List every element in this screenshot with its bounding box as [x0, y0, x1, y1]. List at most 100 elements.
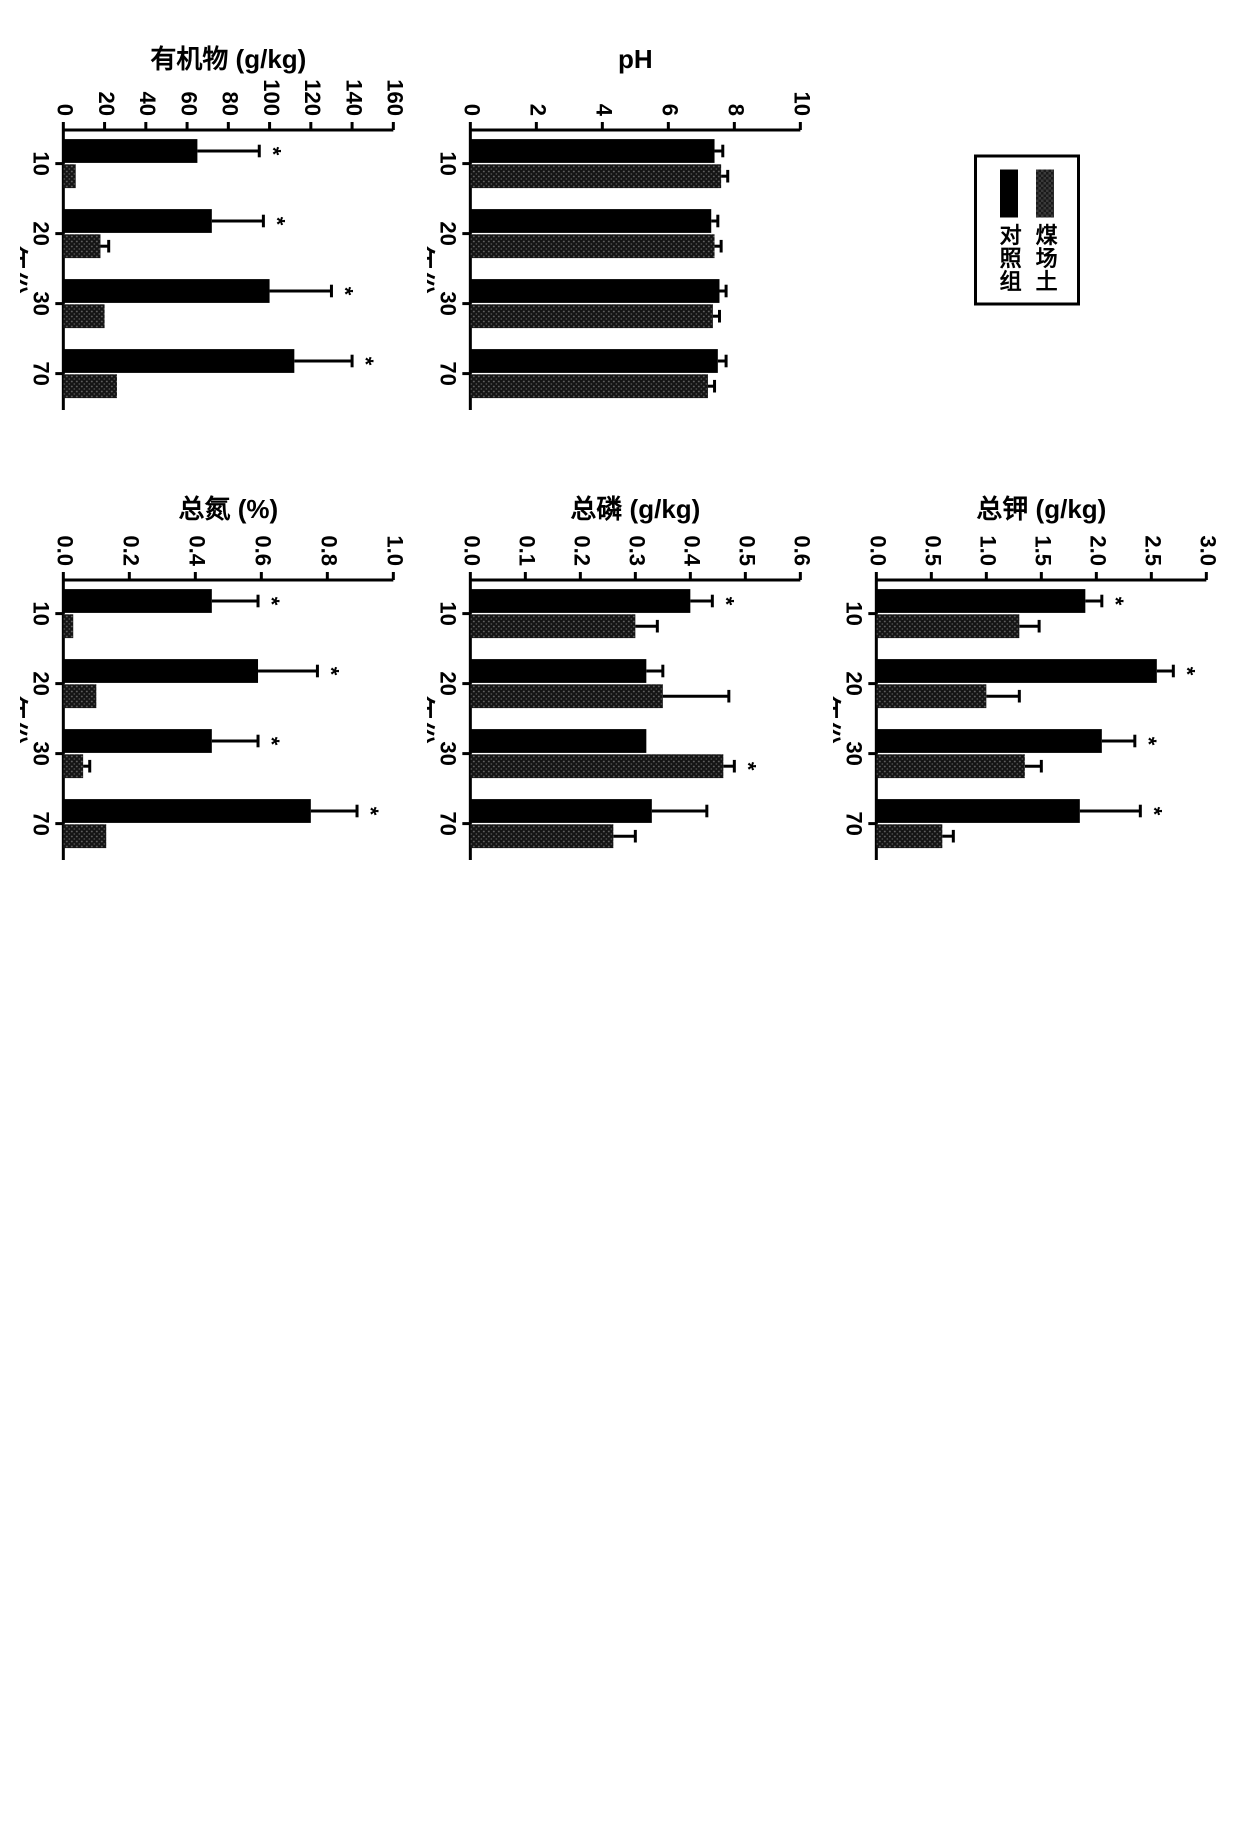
- panel-potassium: 0.00.51.01.52.02.53.0总钾 (g/kg)10203070年份…: [833, 470, 1220, 890]
- y-tick-label: 160: [383, 79, 407, 116]
- x-tick-label: 70: [435, 811, 460, 835]
- bar-coal: [63, 304, 104, 328]
- legend-item: 煤场土: [1029, 170, 1061, 293]
- y-tick-label: 0.0: [459, 535, 484, 566]
- bar-coal: [470, 164, 721, 188]
- bar-coal: [63, 824, 106, 848]
- x-axis-title: 年份: [427, 244, 436, 296]
- y-tick-label: 80: [218, 92, 243, 116]
- x-axis-title: 年份: [20, 694, 29, 746]
- sig-marker: *: [264, 217, 289, 226]
- bar-coal: [63, 614, 73, 638]
- y-tick-label: 0.4: [679, 535, 704, 566]
- bar-control: [470, 799, 652, 823]
- y-axis-title: 总磷 (g/kg): [570, 494, 700, 524]
- x-tick-label: 30: [28, 741, 53, 765]
- panel-organic: 020406080100120140160有机物 (g/kg)10203070年…: [20, 20, 407, 440]
- bar-coal: [877, 754, 1026, 778]
- x-tick-label: 30: [28, 291, 53, 315]
- y-tick-label: 140: [341, 79, 366, 116]
- bar-control: [63, 589, 212, 613]
- bar-coal: [63, 234, 100, 258]
- bar-coal: [877, 684, 987, 708]
- y-tick-label: 0.6: [251, 535, 276, 566]
- bar-coal: [470, 304, 713, 328]
- panel-phosphorus: 0.00.10.20.30.40.50.6总磷 (g/kg)10203070年份…: [427, 470, 814, 890]
- y-tick-label: 10: [789, 92, 813, 116]
- x-tick-label: 20: [435, 221, 460, 245]
- bar-coal: [877, 824, 943, 848]
- y-tick-label: 0.2: [569, 535, 594, 566]
- x-axis-title: 年份: [427, 694, 436, 746]
- x-axis-title: 年份: [20, 244, 29, 296]
- x-tick-label: 70: [28, 811, 53, 835]
- bar-control: [63, 659, 258, 683]
- bar-coal: [63, 684, 96, 708]
- y-tick-label: 0.3: [624, 535, 649, 566]
- sig-marker: *: [1142, 807, 1167, 816]
- x-tick-label: 30: [842, 741, 867, 765]
- y-tick-label: 1.0: [976, 535, 1001, 566]
- x-tick-label: 10: [435, 151, 460, 175]
- y-tick-label: 2: [525, 104, 550, 116]
- bar-control: [63, 279, 269, 303]
- y-tick-label: 0.0: [866, 535, 891, 566]
- sig-marker: *: [318, 667, 343, 676]
- y-tick-label: 0.5: [921, 535, 946, 566]
- bar-control: [63, 209, 212, 233]
- bar-control: [470, 589, 690, 613]
- y-tick-label: 0.4: [185, 535, 210, 566]
- y-tick-label: 100: [259, 79, 284, 116]
- bar-control: [877, 799, 1081, 823]
- bar-coal: [470, 824, 613, 848]
- sig-marker: *: [1136, 737, 1161, 746]
- bar-control: [877, 729, 1103, 753]
- y-tick-label: 20: [94, 92, 119, 116]
- sig-marker: *: [259, 737, 284, 746]
- y-tick-label: 0.1: [514, 535, 539, 566]
- x-tick-label: 70: [435, 361, 460, 385]
- y-tick-label: 2.5: [1141, 535, 1166, 566]
- x-tick-label: 10: [28, 601, 53, 625]
- y-tick-label: 0: [459, 104, 484, 116]
- x-tick-label: 10: [28, 151, 53, 175]
- panel-nitrogen: 0.00.20.40.60.81.0总氮 (%)10203070年份****: [20, 470, 407, 890]
- sig-marker: *: [259, 597, 284, 606]
- bar-control: [877, 659, 1158, 683]
- chart-potassium: 0.00.51.01.52.02.53.0总钾 (g/kg)10203070年份…: [833, 470, 1220, 890]
- sig-marker: *: [260, 147, 285, 156]
- y-tick-label: 0.0: [53, 535, 78, 566]
- bar-coal: [877, 614, 1020, 638]
- bar-control: [470, 209, 711, 233]
- bar-coal: [63, 164, 75, 188]
- chart-ph: 0246810pH10203070年份: [427, 20, 814, 440]
- x-tick-label: 70: [842, 811, 867, 835]
- sig-marker: *: [1175, 667, 1200, 676]
- x-tick-label: 70: [28, 361, 53, 385]
- bar-control: [63, 799, 311, 823]
- y-tick-label: 1.5: [1031, 535, 1056, 566]
- bar-coal: [470, 234, 714, 258]
- figure-grid: 020406080100120140160有机物 (g/kg)10203070年…: [20, 20, 1220, 890]
- x-tick-label: 20: [435, 671, 460, 695]
- y-tick-label: 0.5: [734, 535, 759, 566]
- bar-control: [470, 729, 646, 753]
- x-tick-label: 20: [28, 221, 53, 245]
- bar-coal: [470, 614, 635, 638]
- y-tick-label: 1.0: [383, 535, 407, 566]
- y-tick-label: 3.0: [1196, 535, 1220, 566]
- x-tick-label: 10: [842, 601, 867, 625]
- bar-control: [470, 659, 646, 683]
- y-tick-label: 2.0: [1086, 535, 1111, 566]
- y-tick-label: 60: [176, 92, 201, 116]
- bar-control: [63, 349, 294, 373]
- sig-marker: *: [353, 357, 378, 366]
- sig-marker: *: [735, 762, 760, 771]
- sig-marker: *: [332, 287, 357, 296]
- legend-label: 对照组: [993, 224, 1025, 293]
- x-tick-label: 20: [842, 671, 867, 695]
- legend: 对照组 煤场土: [974, 155, 1080, 306]
- y-axis-title: pH: [618, 44, 653, 74]
- chart-organic: 020406080100120140160有机物 (g/kg)10203070年…: [20, 20, 407, 440]
- y-tick-label: 120: [300, 79, 325, 116]
